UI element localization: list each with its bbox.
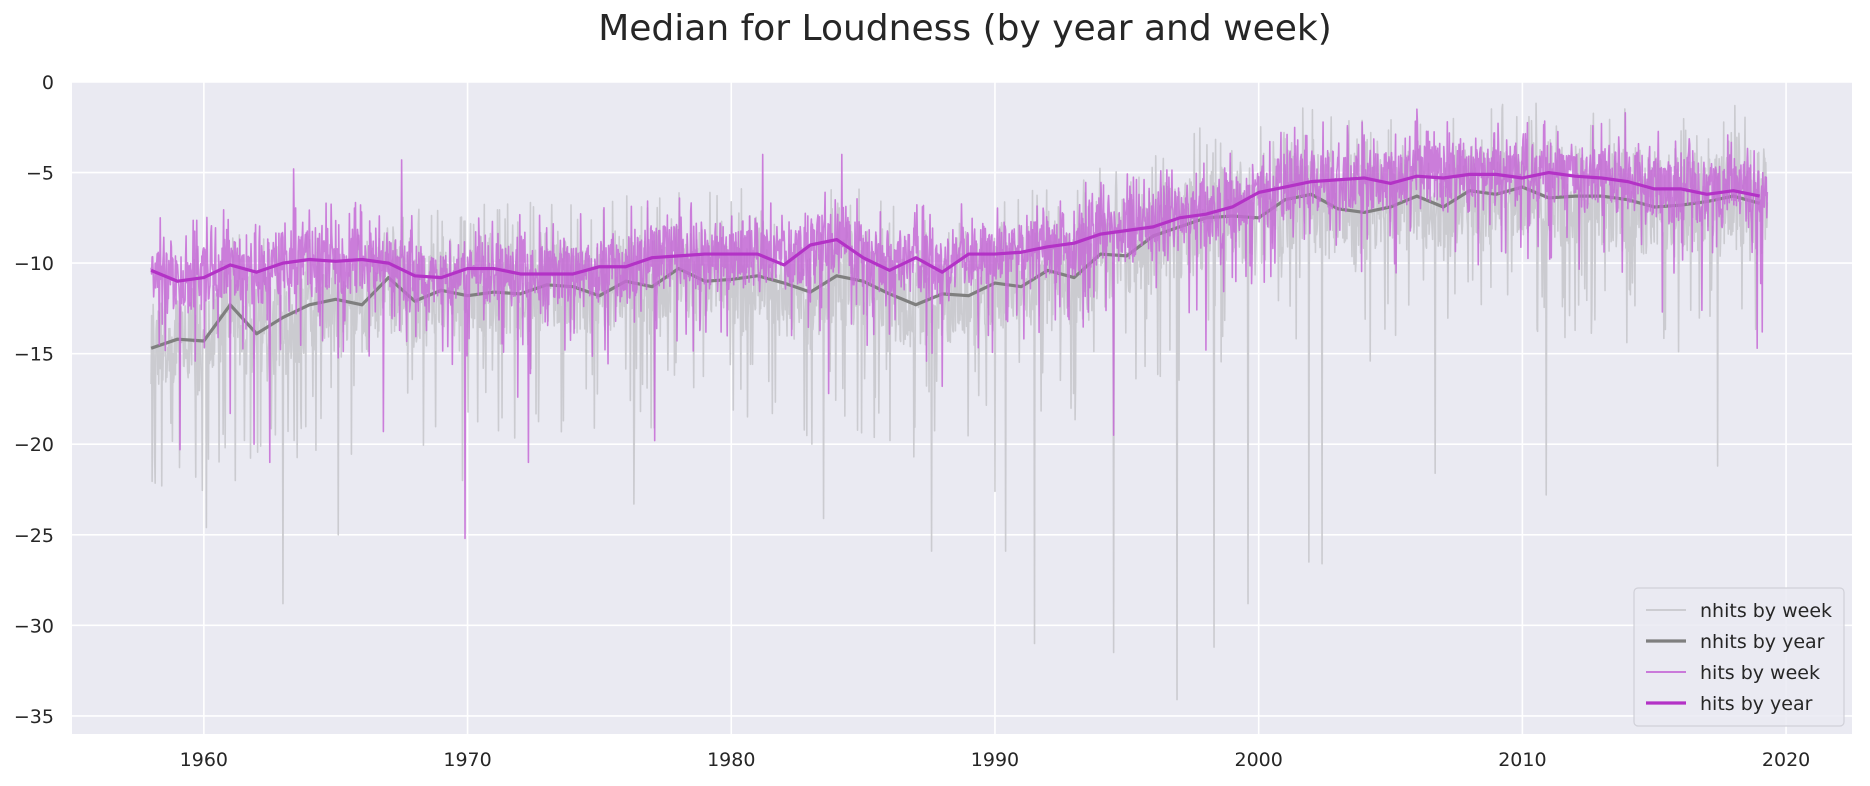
x-tick-label: 2000 — [1234, 749, 1282, 771]
series-line-hits-year — [150, 170, 1761, 283]
chart-title: Median for Loudness (by year and week) — [598, 8, 1332, 49]
legend: nhits by week nhits by year hits by week hi… — [1633, 587, 1845, 727]
y-tick-label: −35 — [14, 706, 54, 728]
series-line-nhits-week — [150, 102, 1769, 701]
x-tick-label: 1970 — [443, 749, 491, 771]
y-tick-label: −15 — [14, 344, 54, 366]
y-tick-label: −10 — [14, 253, 54, 275]
legend-label: nhits by week — [1700, 600, 1832, 622]
legend-label: nhits by year — [1700, 631, 1825, 653]
y-tick-label: −30 — [14, 615, 54, 637]
series-layer — [150, 102, 1769, 701]
legend-box — [1633, 587, 1845, 727]
y-tick-label: −20 — [14, 434, 54, 456]
y-tick-label: −25 — [14, 525, 54, 547]
legend-label: hits by year — [1700, 693, 1813, 715]
y-tick-label: −5 — [26, 163, 54, 185]
y-tick-label: 0 — [42, 72, 54, 94]
x-tick-label: 1960 — [180, 749, 228, 771]
series-line-hits-week — [150, 108, 1769, 540]
legend-label: hits by week — [1700, 662, 1820, 684]
x-tick-label: 2010 — [1498, 749, 1546, 771]
x-tick-label: 1980 — [707, 749, 755, 771]
x-tick-label: 2020 — [1762, 749, 1810, 771]
axis-ticks: 1960 1970 1980 1990 2000 2010 2020 0 −5 −10 −15 −20… — [14, 72, 1810, 771]
x-tick-label: 1990 — [971, 749, 1019, 771]
